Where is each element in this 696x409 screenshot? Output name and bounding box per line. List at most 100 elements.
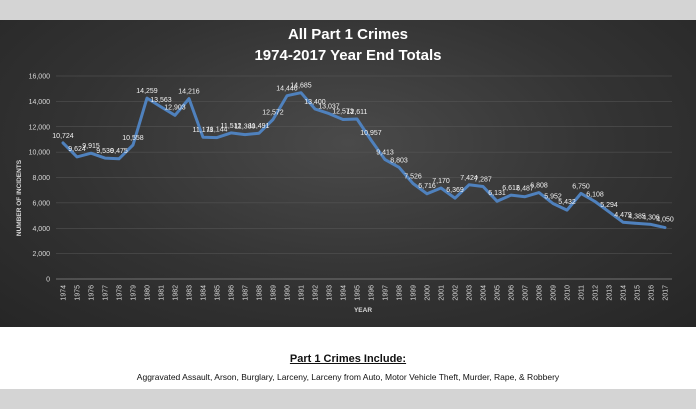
x-tick-label: 1990 <box>285 285 292 301</box>
x-tick-label: 1988 <box>257 285 264 301</box>
data-label: 12,611 <box>347 109 368 116</box>
data-label: 13,037 <box>318 104 340 111</box>
x-tick-label: 1984 <box>201 285 208 301</box>
x-tick-label: 2015 <box>635 285 642 301</box>
x-tick-label: 1996 <box>369 285 376 301</box>
x-tick-label: 1994 <box>341 285 348 301</box>
x-tick-label: 2006 <box>509 285 516 301</box>
x-tick-label: 2009 <box>551 285 558 301</box>
data-label: 10,724 <box>52 133 74 140</box>
x-axis-label: YEAR <box>354 307 372 314</box>
x-tick-label: 2013 <box>607 285 614 301</box>
y-axis-ticks: 0 2,000 4,000 6,000 8,000 10,000 12,000 14,000 1… <box>29 74 51 284</box>
x-tick-label: 1976 <box>89 285 96 301</box>
x-tick-label: 1993 <box>327 285 334 301</box>
data-label: 14,216 <box>178 89 200 96</box>
x-tick-label: 1977 <box>103 285 110 301</box>
data-label: 9,915 <box>82 143 100 150</box>
chart-title: All Part 1 Crimes <box>288 26 408 43</box>
data-label: 11,512 <box>221 123 242 130</box>
x-tick-label: 1992 <box>313 285 320 301</box>
x-tick-label: 1985 <box>215 285 222 301</box>
data-label: 4,385 <box>628 213 646 220</box>
y-tick-label: 14,000 <box>29 99 51 106</box>
data-label: 6,131 <box>488 190 506 197</box>
x-tick-label: 1978 <box>117 285 124 301</box>
x-tick-label: 1989 <box>271 285 278 301</box>
chart-panel: All Part 1 Crimes 1974-2017 Year End Tot… <box>0 20 696 327</box>
data-label: 6,808 <box>530 183 548 190</box>
data-label: 13,563 <box>150 97 172 104</box>
data-label: 14,685 <box>290 83 312 90</box>
data-label: 7,287 <box>474 177 492 184</box>
x-tick-label: 2000 <box>425 285 432 301</box>
data-label: 4,479 <box>614 212 632 219</box>
data-label: 7,170 <box>432 178 450 185</box>
top-band <box>0 0 696 20</box>
x-tick-label: 2004 <box>481 285 488 301</box>
data-label: 13,400 <box>304 99 326 106</box>
x-tick-label: 2007 <box>523 285 530 301</box>
x-tick-label: 1987 <box>243 285 250 301</box>
chart-subtitle: 1974-2017 Year End Totals <box>254 47 441 64</box>
data-label: 4,050 <box>656 217 674 224</box>
data-label: 12,573 <box>332 108 354 115</box>
x-tick-label: 2012 <box>593 285 600 301</box>
y-tick-label: 12,000 <box>29 124 51 131</box>
data-label: 7,526 <box>404 174 422 181</box>
y-tick-label: 6,000 <box>32 200 50 207</box>
data-label: 14,259 <box>136 88 158 95</box>
x-tick-label: 2001 <box>439 285 446 301</box>
data-label: 11,178 <box>193 127 214 134</box>
x-tick-label: 2008 <box>537 285 544 301</box>
data-label: 6,108 <box>586 192 604 199</box>
caption-area: Part 1 Crimes Include: Aggravated Assaul… <box>0 327 696 389</box>
y-tick-label: 8,000 <box>32 175 50 182</box>
gridlines <box>56 75 672 280</box>
x-tick-label: 1999 <box>411 285 418 301</box>
x-tick-label: 1991 <box>299 285 306 301</box>
x-tick-label: 1979 <box>131 285 138 301</box>
x-tick-label: 1983 <box>187 285 194 301</box>
x-tick-label: 1975 <box>75 285 82 301</box>
data-label: 5,432 <box>558 199 576 206</box>
x-tick-label: 1982 <box>173 285 180 301</box>
y-axis-label: NUMBER OF INCIDENTS <box>16 159 23 236</box>
x-tick-label: 1998 <box>397 285 404 301</box>
data-label: 4,306 <box>642 214 660 221</box>
line-chart: All Part 1 Crimes 1974-2017 Year End Tot… <box>16 26 674 314</box>
x-tick-label: 1981 <box>159 285 166 301</box>
x-tick-label: 1995 <box>355 285 362 301</box>
x-tick-label: 2016 <box>649 285 656 301</box>
x-tick-label: 2010 <box>565 285 572 301</box>
x-axis-ticks: 1974 1975 1976 1977 1978 1979 1980 1981 1982 1983… <box>61 285 670 301</box>
data-label: 9,624 <box>68 146 86 153</box>
data-label: 9,475 <box>110 148 128 155</box>
data-label: 9,413 <box>376 150 394 157</box>
x-tick-label: 2014 <box>621 285 628 301</box>
y-tick-label: 16,000 <box>29 74 51 81</box>
data-label: 6,750 <box>572 183 590 190</box>
series-line <box>61 91 667 230</box>
data-label: 6,612 <box>502 185 520 192</box>
x-tick-label: 1997 <box>383 285 390 301</box>
data-label: 5,294 <box>600 202 618 209</box>
x-tick-label: 1980 <box>145 285 152 301</box>
x-tick-label: 2005 <box>495 285 502 301</box>
data-label: 11,380 <box>235 124 256 131</box>
x-tick-label: 2011 <box>579 285 586 300</box>
x-tick-label: 2002 <box>453 285 460 301</box>
y-tick-label: 4,000 <box>32 226 50 233</box>
caption-body: Aggravated Assault, Arson, Burglary, Lar… <box>136 372 560 382</box>
y-tick-label: 2,000 <box>32 251 50 258</box>
caption-title: Part 1 Crimes Include: <box>289 353 407 365</box>
data-label: 8,803 <box>390 157 408 164</box>
data-label: 10,957 <box>360 130 382 137</box>
x-tick-label: 2017 <box>663 285 670 301</box>
data-label: 12,572 <box>262 109 284 116</box>
data-label: 7,424 <box>460 175 478 182</box>
x-tick-label: 2003 <box>467 285 474 301</box>
data-label: 11,491 <box>249 123 270 130</box>
x-tick-label: 1974 <box>61 285 68 301</box>
